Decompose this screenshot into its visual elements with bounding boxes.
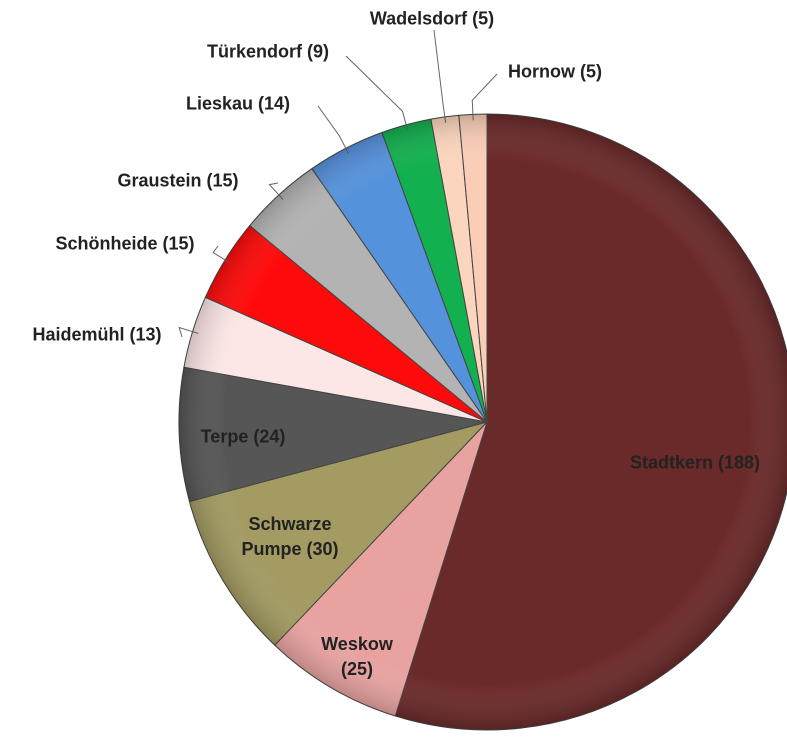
leader-line	[317, 105, 349, 154]
slice-label: Hornow (5)	[508, 61, 602, 82]
slice-label: Schwarze Pumpe (30)	[241, 513, 339, 559]
slice-label: Terpe (24)	[200, 426, 286, 447]
slice-label: Lieskau (14)	[185, 93, 291, 114]
leader-line	[345, 55, 409, 131]
slice-label: Türkendorf (9)	[206, 41, 330, 62]
slice-label: Stadtkern (188)	[629, 452, 761, 473]
slice-label: Schönheide (15)	[55, 233, 195, 254]
slice-label: Wadelsdorf (5)	[369, 8, 495, 29]
slice-label: Weskow (25)	[321, 633, 393, 679]
slice-label: Graustein (15)	[117, 170, 239, 191]
slice-label: Haidemühl (13)	[32, 324, 162, 345]
leader-line	[433, 29, 447, 123]
leader-line	[471, 73, 498, 121]
